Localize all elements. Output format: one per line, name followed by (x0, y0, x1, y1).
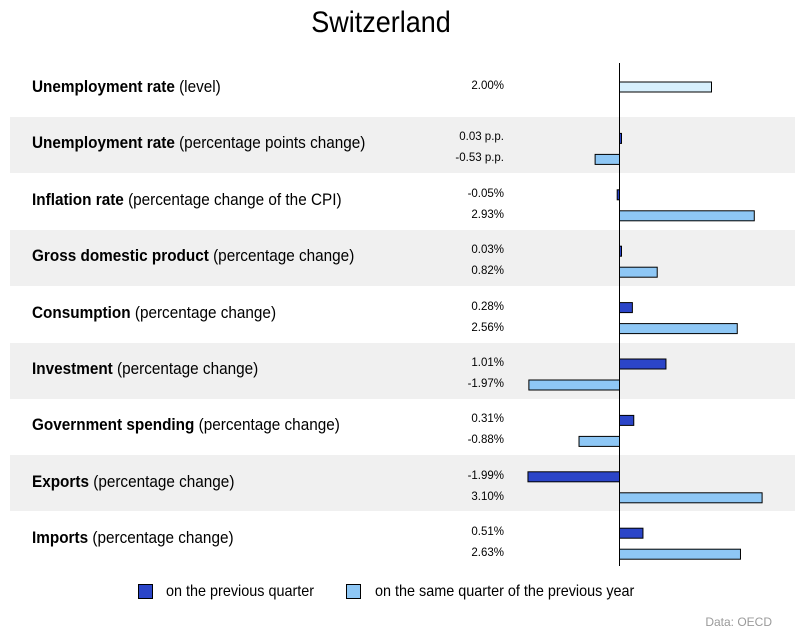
row-label: Inflation rate (percentage change of the… (32, 190, 342, 210)
bar (619, 323, 738, 335)
data-label: -0.05% (467, 187, 504, 200)
data-label: 0.03% (471, 244, 504, 257)
row-label: Government spending (percentage change) (32, 415, 340, 435)
bar (619, 81, 712, 93)
row-label-bold: Unemployment rate (32, 77, 175, 96)
row-label-bold: Inflation rate (32, 189, 124, 209)
row-label: Investment (percentage change) (32, 359, 258, 379)
row-label-bold: Gross domestic product (32, 246, 209, 266)
data-label: 0.03 p.p. (459, 131, 504, 144)
row-label-bold: Consumption (32, 302, 131, 322)
bar (527, 471, 621, 483)
row-label-bold: Imports (32, 528, 89, 548)
bar (528, 379, 621, 391)
row-label-detail: (percentage change) (88, 528, 234, 548)
legend-label-year: on the same quarter of the previous year (375, 583, 635, 600)
row-label-detail: (percentage change) (112, 359, 259, 378)
row-label-detail: (percentage change) (208, 246, 355, 266)
row-label-bold: Unemployment rate (32, 133, 175, 153)
bar (619, 527, 644, 539)
data-label: 1.01% (471, 357, 504, 369)
row-label-bold: Exports (32, 471, 89, 491)
row-label-detail: (percentage change) (194, 415, 340, 435)
row-label-detail: (percentage change) (88, 471, 235, 491)
row-label-detail: (percentage points change) (174, 133, 366, 153)
data-label: 0.82% (471, 265, 504, 278)
data-label: 0.51% (471, 526, 504, 539)
bar (619, 210, 755, 222)
data-label: 0.31% (471, 413, 504, 426)
row-label: Exports (percentage change) (32, 472, 234, 492)
data-label: 2.00% (471, 80, 504, 92)
bar (619, 266, 658, 278)
data-label: -1.99% (467, 469, 504, 482)
bar (619, 358, 667, 370)
row-band (10, 116, 795, 173)
bar (619, 548, 741, 560)
row-label: Consumption (percentage change) (32, 303, 276, 323)
row-label: Unemployment rate (level) (32, 77, 221, 97)
row-label-bold: Investment (32, 359, 113, 378)
bar (619, 414, 635, 426)
data-label: 2.93% (471, 208, 504, 221)
bar (619, 492, 763, 504)
row-label-bold: Government spending (32, 415, 195, 435)
data-label: -0.53 p.p. (455, 152, 504, 165)
data-label: 2.63% (471, 547, 504, 560)
bar (578, 435, 621, 447)
chart-title: Switzerland (311, 6, 451, 39)
data-label: 3.10% (471, 490, 504, 503)
bar (619, 302, 633, 314)
row-band (10, 229, 795, 286)
row-label: Unemployment rate (percentage points cha… (32, 133, 365, 153)
row-label: Gross domestic product (percentage chang… (32, 246, 354, 266)
legend-swatch-year (346, 584, 361, 599)
data-source: Data: OECD (705, 615, 772, 629)
data-label: -1.97% (467, 378, 504, 390)
row-label-detail: (percentage change of the CPI) (123, 189, 342, 209)
row-label-detail: (level) (174, 77, 221, 96)
data-label: 0.28% (471, 300, 504, 313)
row-label: Imports (percentage change) (32, 528, 234, 548)
legend-label-quarter: on the previous quarter (166, 583, 315, 600)
data-label: -0.88% (467, 434, 504, 447)
legend-swatch-quarter (138, 584, 153, 599)
data-label: 2.56% (471, 321, 504, 334)
bar (594, 153, 620, 165)
row-label-detail: (percentage change) (130, 302, 277, 322)
row-band (10, 342, 795, 399)
